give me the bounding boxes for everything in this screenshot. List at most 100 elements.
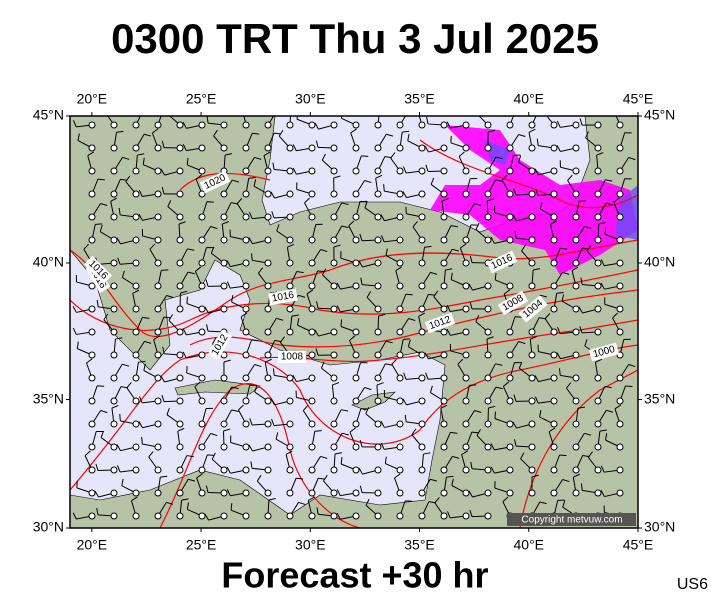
barb-station — [529, 444, 535, 450]
barb-station — [375, 467, 381, 473]
barb-station — [89, 375, 95, 381]
barb-station — [133, 513, 139, 519]
barb-station — [551, 398, 557, 404]
lon-label: 40°E — [514, 537, 545, 553]
barb-flag — [242, 106, 248, 109]
barb-station — [419, 490, 425, 496]
barb-station — [199, 352, 205, 358]
barb-station — [397, 145, 403, 151]
barb-station — [419, 191, 425, 197]
barb-station — [177, 421, 183, 427]
barb-station — [243, 168, 249, 174]
lat-label: 40°N — [33, 254, 64, 270]
barb-flag — [605, 227, 606, 234]
barb-station — [353, 122, 359, 128]
barb-station — [155, 237, 161, 243]
barb-station — [573, 145, 579, 151]
barb-station — [463, 329, 469, 335]
barb-station — [221, 398, 227, 404]
barb-station — [133, 191, 139, 197]
barb-station — [353, 352, 359, 358]
barb-station — [463, 352, 469, 358]
barb-station — [243, 191, 249, 197]
barb-station — [199, 191, 205, 197]
barb-station — [529, 168, 535, 174]
barb-station — [595, 490, 601, 496]
barb-station — [375, 145, 381, 151]
barb-station — [177, 145, 183, 151]
barb-station — [551, 329, 557, 335]
lon-label: 20°E — [77, 91, 108, 107]
barb-station — [551, 283, 557, 289]
barb-station — [155, 398, 161, 404]
barb-station — [573, 375, 579, 381]
barb-station — [265, 306, 271, 312]
barb-station — [507, 421, 513, 427]
barb-station — [265, 398, 271, 404]
barb-station — [133, 145, 139, 151]
barb-station — [177, 398, 183, 404]
barb-station — [375, 122, 381, 128]
barb-station — [573, 352, 579, 358]
barb-station — [463, 191, 469, 197]
barb-station — [309, 398, 315, 404]
barb-station — [419, 260, 425, 266]
barb-station — [529, 283, 535, 289]
barb-station — [265, 513, 271, 519]
barb-station — [265, 329, 271, 335]
barb-station — [221, 421, 227, 427]
barb-station — [441, 352, 447, 358]
barb-station — [309, 214, 315, 220]
barb-flag — [252, 340, 259, 341]
barb-station — [309, 145, 315, 151]
barb-station — [309, 352, 315, 358]
barb-station — [199, 421, 205, 427]
barb-station — [243, 375, 249, 381]
barb-station — [155, 283, 161, 289]
barb-station — [573, 283, 579, 289]
barb-station — [111, 375, 117, 381]
barb-station — [617, 122, 623, 128]
barb-station — [441, 237, 447, 243]
barb-station — [529, 490, 535, 496]
barb-station — [177, 191, 183, 197]
barb-station — [155, 260, 161, 266]
barb-station — [419, 306, 425, 312]
barb-station — [595, 306, 601, 312]
barb-flag — [142, 437, 143, 444]
barb-station — [441, 513, 447, 519]
barb-station — [265, 444, 271, 450]
barb-station — [617, 260, 623, 266]
barb-station — [199, 283, 205, 289]
barb-station — [485, 283, 491, 289]
barb-station — [155, 444, 161, 450]
barb-station — [353, 329, 359, 335]
barb-station — [595, 214, 601, 220]
barb-station — [111, 145, 117, 151]
barb-station — [287, 237, 293, 243]
barb-flag — [249, 178, 256, 179]
barb-station — [573, 306, 579, 312]
barb-station — [353, 421, 359, 427]
barb-station — [551, 421, 557, 427]
barb-station — [221, 375, 227, 381]
barb-station — [111, 191, 117, 197]
barb-flag — [557, 293, 564, 294]
barb-station — [221, 306, 227, 312]
barb-station — [243, 214, 249, 220]
barb-station — [463, 513, 469, 519]
barb-station — [221, 237, 227, 243]
barb-flag — [105, 106, 110, 111]
barb-station — [551, 122, 557, 128]
barb-station — [89, 306, 95, 312]
barb-station — [331, 513, 337, 519]
title: 0300 TRT Thu 3 Jul 2025 — [111, 15, 599, 62]
barb-station — [463, 145, 469, 151]
barb-flag — [120, 414, 121, 421]
barb-station — [529, 352, 535, 358]
barb-station — [133, 490, 139, 496]
barb-station — [573, 122, 579, 128]
barb-station — [287, 329, 293, 335]
barb-station — [199, 398, 205, 404]
barb-station — [507, 467, 513, 473]
